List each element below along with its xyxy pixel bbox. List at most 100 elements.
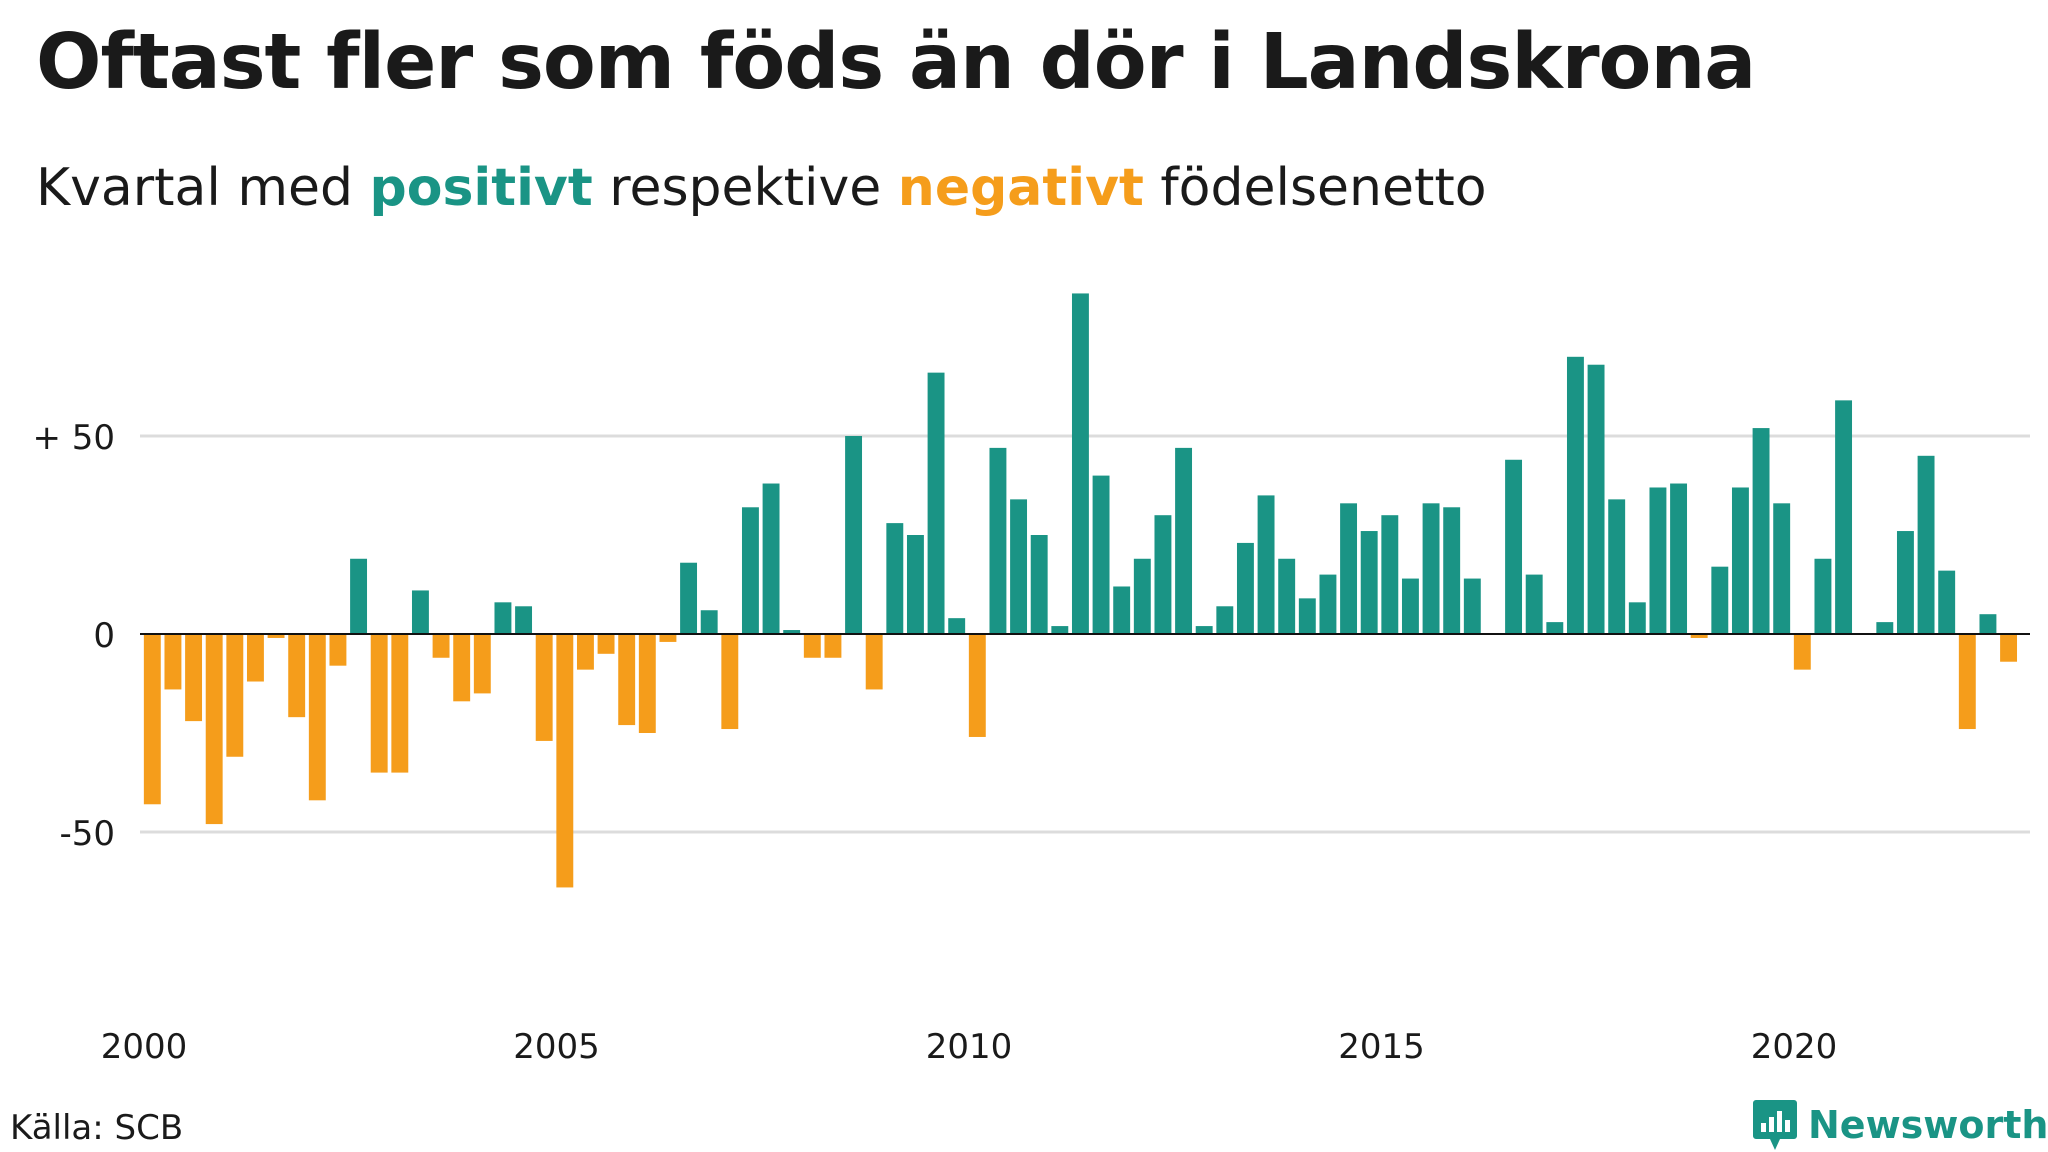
chart-subtitle: Kvartal med positivt respektive negativt… [36, 158, 1487, 218]
bar [1257, 495, 1275, 634]
bar [1381, 515, 1399, 634]
bar [1711, 566, 1729, 634]
bar [1752, 428, 1770, 634]
bar [968, 634, 986, 737]
bar [143, 634, 161, 805]
bar [1690, 634, 1708, 638]
bar [1793, 634, 1811, 670]
bar [515, 606, 533, 634]
bar [1051, 626, 1069, 634]
brand-logo: Newsworthy [1752, 1098, 2048, 1152]
bar [1505, 459, 1523, 634]
bar [1071, 293, 1089, 634]
bar [803, 634, 821, 658]
bar [494, 602, 512, 634]
bar [1835, 400, 1853, 634]
bar [1092, 475, 1110, 634]
bar [783, 630, 801, 634]
bar [1133, 558, 1151, 634]
x-tick-label: 2010 [926, 1027, 1013, 1067]
x-tick-label: 2005 [513, 1027, 600, 1067]
bar [205, 634, 223, 825]
bar [576, 634, 594, 670]
x-tick-label: 2020 [1751, 1027, 1838, 1067]
bar [432, 634, 450, 658]
bar [1587, 364, 1605, 634]
bar [1340, 503, 1358, 634]
bar [350, 558, 368, 634]
bar [865, 634, 883, 690]
bar [1216, 606, 1234, 634]
x-tick-label: 2000 [101, 1027, 188, 1067]
bar [1546, 622, 1564, 634]
bar [1896, 531, 1914, 634]
bar [741, 507, 759, 634]
bar [1319, 574, 1337, 634]
bar [700, 610, 718, 634]
bar [1649, 487, 1667, 634]
bar [1608, 499, 1626, 634]
bar [1401, 578, 1419, 634]
bar [638, 634, 656, 733]
bar [226, 634, 244, 757]
bar [308, 634, 326, 801]
bar [1917, 455, 1935, 634]
bar [927, 372, 945, 634]
bar [288, 634, 306, 718]
subtitle-text-pre: Kvartal med [36, 158, 370, 218]
brand-name: Newsworthy [1808, 1103, 2048, 1147]
bar [1298, 598, 1316, 634]
newsworthy-logo-icon [1753, 1100, 1797, 1150]
bar [1113, 586, 1131, 634]
y-tick-label: 0 [93, 616, 115, 656]
bar [185, 634, 203, 722]
bar [1154, 515, 1172, 634]
bar [762, 483, 780, 634]
bar [411, 590, 429, 634]
subtitle-positive-label: positivt [369, 158, 593, 218]
y-tick-label: + 50 [32, 418, 115, 458]
bar [1360, 531, 1378, 634]
bar [246, 634, 264, 682]
bar [453, 634, 471, 702]
bar [535, 634, 553, 741]
chart-title: Oftast fler som föds än dör i Landskrona [36, 18, 1756, 107]
bar [267, 634, 285, 638]
bar [1195, 626, 1213, 634]
bar-chart: + 50 0 -50 2000 2005 2010 2015 2020 [32, 293, 2030, 1067]
bar [824, 634, 842, 658]
bar [1773, 503, 1791, 634]
bar [1463, 578, 1481, 634]
bar [1010, 499, 1028, 634]
bar [597, 634, 615, 654]
x-tick-label: 2015 [1338, 1027, 1425, 1067]
bar [556, 634, 574, 888]
bar [1525, 574, 1543, 634]
bar [948, 618, 966, 634]
bar [1030, 535, 1048, 634]
bar [1236, 542, 1254, 634]
source-note: Källa: SCB [10, 1108, 184, 1148]
bar [1979, 614, 1997, 634]
bar [845, 436, 863, 634]
bar [1670, 483, 1688, 634]
bar [906, 535, 924, 634]
y-tick-label: -50 [59, 814, 115, 854]
bar [164, 634, 182, 690]
bar [1278, 558, 1296, 634]
bar [989, 447, 1007, 634]
bar [2000, 634, 2018, 662]
bar [370, 634, 388, 773]
bar [1731, 487, 1749, 634]
bar [1938, 570, 1956, 634]
bar [1566, 356, 1584, 634]
bar [1443, 507, 1461, 634]
bar [1628, 602, 1646, 634]
bar [680, 562, 698, 634]
bar [886, 523, 904, 634]
bar [721, 634, 739, 730]
bar [1876, 622, 1894, 634]
bar [473, 634, 491, 694]
bar [618, 634, 636, 726]
subtitle-text-mid: respektive [592, 158, 898, 218]
